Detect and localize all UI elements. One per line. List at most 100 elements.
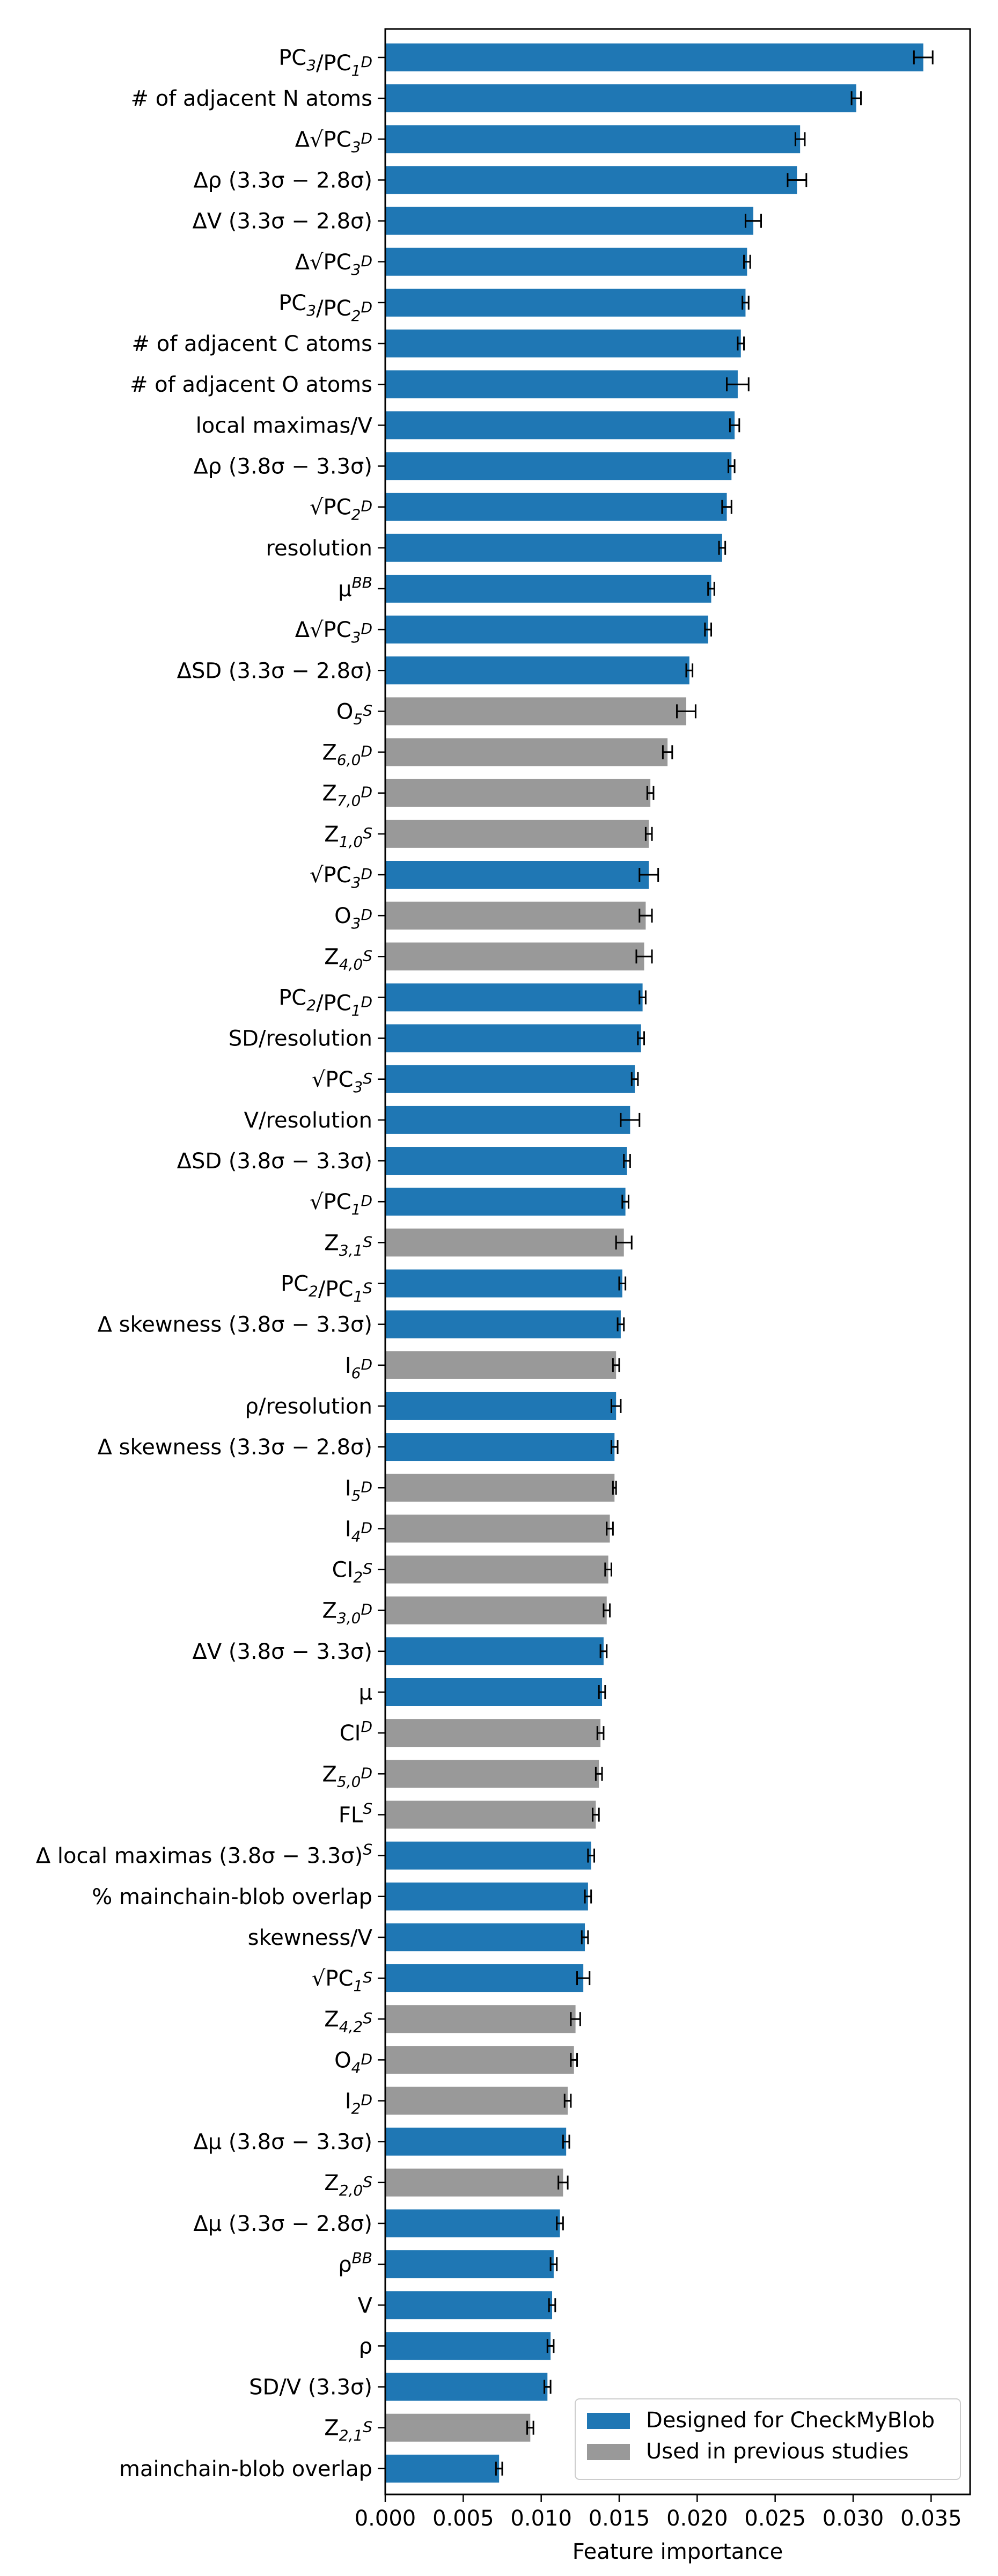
error-bar	[676, 704, 696, 719]
error-bar	[556, 2216, 564, 2230]
error-bar	[610, 1399, 622, 1413]
bar	[385, 1678, 603, 1706]
y-tick-label: Z2,1S	[324, 2416, 372, 2445]
y-tick-label: Z7,0D	[322, 781, 373, 810]
y-tick-label: Z5,0D	[322, 1762, 373, 1790]
bar	[385, 819, 649, 848]
error-bar	[543, 2380, 552, 2394]
bar	[385, 1555, 608, 1584]
bar	[385, 1474, 615, 1502]
y-tick-label: FLS	[339, 1799, 372, 1827]
bar	[385, 2046, 574, 2074]
bar	[385, 84, 856, 113]
bar	[385, 2005, 576, 2033]
error-bar	[604, 1562, 612, 1577]
bar	[385, 2413, 531, 2442]
legend-label: Used in previous studies	[646, 2439, 909, 2464]
error-bar	[620, 1113, 641, 1127]
error-bar	[612, 1358, 620, 1372]
error-bar	[737, 336, 745, 351]
bar	[385, 166, 797, 194]
error-bar	[557, 2175, 569, 2190]
error-bar	[727, 459, 736, 473]
y-tick-label: Z4,0S	[324, 945, 372, 973]
error-bar	[610, 1440, 619, 1454]
error-bar	[562, 2134, 570, 2149]
y-tick-label: √PC1S	[312, 1966, 372, 1995]
bar	[385, 2373, 548, 2401]
bar	[385, 1433, 615, 1461]
y-tick-label: # of adjacent O atoms	[130, 372, 372, 397]
error-bar	[685, 663, 694, 678]
y-tick-label: I2D	[345, 2089, 372, 2118]
error-bar	[913, 50, 934, 64]
error-bar	[576, 1971, 591, 1986]
y-tick-label: O4D	[334, 2048, 372, 2076]
error-bar	[587, 1848, 595, 1863]
bar	[385, 2127, 567, 2156]
error-bar	[743, 254, 751, 269]
bar	[385, 43, 923, 71]
y-tick-label: PC3/PC2D	[278, 291, 372, 325]
x-tick-label: 0.015	[589, 2506, 650, 2531]
bar	[385, 2087, 568, 2115]
bar	[385, 1841, 591, 1870]
error-bar	[794, 132, 806, 147]
error-bar	[592, 1807, 600, 1822]
y-tick-label: I5D	[345, 1476, 372, 1504]
x-tick-label: 0.010	[510, 2506, 572, 2531]
bar	[385, 1310, 621, 1338]
y-tick-label: O5S	[336, 699, 372, 728]
y-tick-label: I4D	[345, 1517, 372, 1545]
legend-swatch	[587, 2413, 630, 2429]
x-tick-label: 0.035	[900, 2506, 962, 2531]
y-tick-label: Δ√PC3D	[295, 250, 372, 279]
bar	[385, 452, 732, 480]
error-bars-layer	[495, 50, 934, 2476]
y-tick-label: mainchain-blob overlap	[119, 2457, 372, 2482]
legend: Designed for CheckMyBlob Used in previous…	[575, 2398, 961, 2480]
error-bar	[495, 2461, 503, 2476]
bar	[385, 1228, 624, 1257]
y-tick-label: # of adjacent C atoms	[132, 332, 373, 356]
y-tick-label: ΔSD (3.3σ − 2.8σ)	[177, 658, 372, 683]
error-bar	[581, 1930, 589, 1944]
y-tick-label: Z6,0D	[322, 741, 373, 769]
y-tick-label: ρBB	[338, 2249, 372, 2277]
y-tick-label: Δρ (3.8σ − 3.3σ)	[193, 455, 372, 479]
y-tick-label: Δ√PC3D	[295, 127, 372, 156]
bar	[385, 1106, 630, 1134]
legend-swatch	[587, 2444, 630, 2460]
error-bar	[630, 1072, 639, 1086]
y-tick-label: CID	[340, 1718, 372, 1746]
error-bar	[721, 500, 732, 514]
bar	[385, 411, 735, 440]
bar	[385, 2454, 500, 2483]
y-tick-label: ΔSD (3.8σ − 3.3σ)	[177, 1149, 372, 1174]
error-bar	[623, 1154, 631, 1168]
error-bar	[662, 745, 673, 759]
error-bar	[595, 1767, 603, 1781]
error-bar	[744, 214, 762, 228]
bar	[385, 207, 753, 235]
error-bar	[570, 2012, 581, 2026]
bar	[385, 2168, 563, 2197]
y-tick-label: % mainchain-blob overlap	[92, 1885, 372, 1909]
error-bar	[603, 1603, 611, 1618]
error-bar	[718, 540, 727, 555]
bar	[385, 288, 746, 317]
y-tick-label: √PC3D	[310, 863, 372, 891]
y-tick-label: resolution	[266, 536, 372, 561]
error-bar	[612, 1481, 617, 1495]
x-tick-label: 0.000	[355, 2506, 416, 2531]
y-tick-label: Z3,0D	[322, 1599, 373, 1627]
bar	[385, 493, 727, 521]
bar	[385, 1147, 627, 1175]
error-bar	[726, 377, 750, 392]
bar	[385, 1351, 617, 1379]
y-tick-label: local maximas/V	[196, 413, 373, 438]
bar	[385, 125, 801, 153]
x-tick-label: 0.020	[666, 2506, 728, 2531]
legend-label: Designed for CheckMyBlob	[646, 2408, 935, 2433]
bar	[385, 2291, 553, 2319]
